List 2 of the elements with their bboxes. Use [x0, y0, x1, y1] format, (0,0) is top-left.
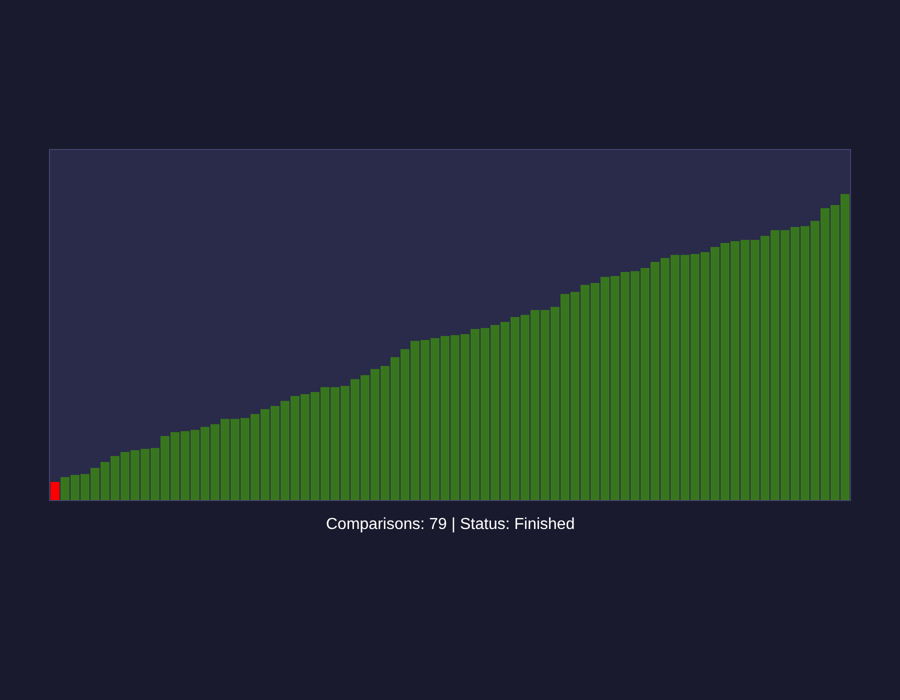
bar [50, 482, 60, 500]
text: Comparisons: 79 | Status: Finished [326, 516, 575, 533]
